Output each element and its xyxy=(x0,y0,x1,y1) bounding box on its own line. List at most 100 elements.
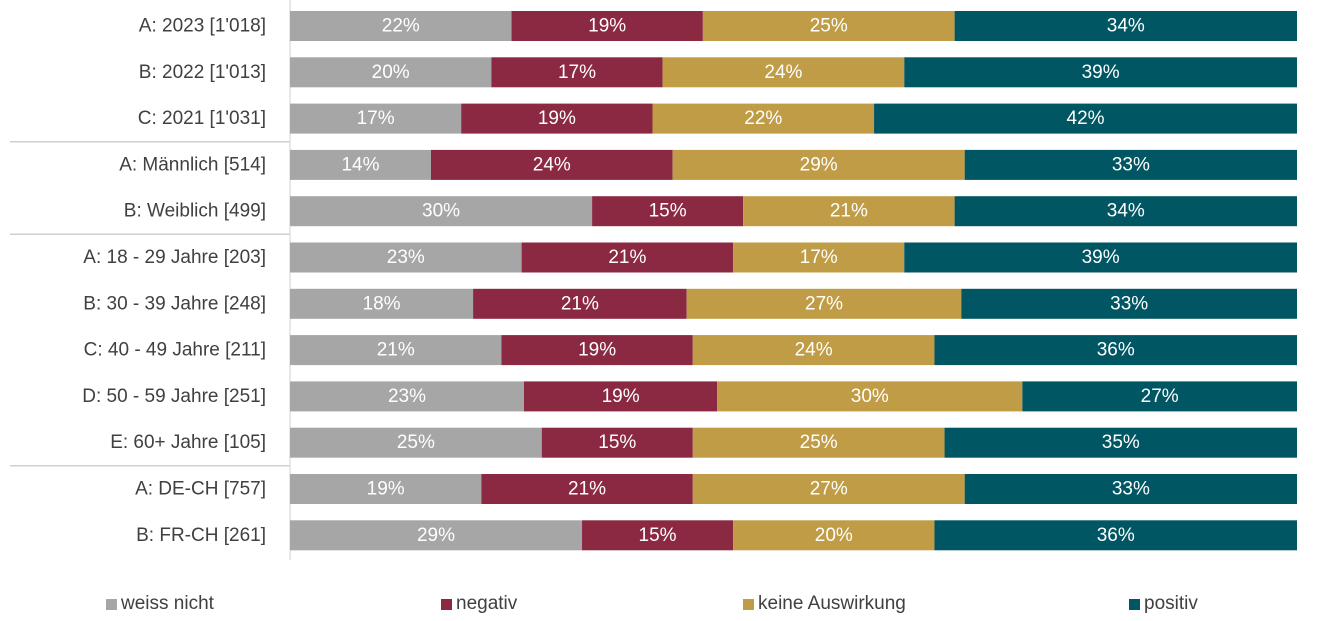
bar-area: 22% 19% 25% 34% 20% 17% 24% 39% 17% 19% 22% 42% 14% 2… xyxy=(290,11,1297,551)
category-label: C: 40 - 49 Jahre [211] xyxy=(84,340,266,361)
data-label: 20% xyxy=(815,525,853,546)
category-label: B: FR-CH [261] xyxy=(136,525,266,546)
bar-segment xyxy=(491,57,663,88)
legend-label: weiss nicht xyxy=(121,593,214,614)
category-label: B: Weiblich [499] xyxy=(124,201,266,222)
bar-segment xyxy=(523,381,718,412)
bar-segment xyxy=(874,103,1297,134)
bar-segment xyxy=(592,196,744,227)
data-label: 33% xyxy=(1112,154,1150,175)
bar-segment xyxy=(290,11,512,41)
bar-row: 20% 17% 24% 39% xyxy=(290,57,1297,88)
data-label: 35% xyxy=(1102,432,1140,453)
bar-segment xyxy=(733,242,905,273)
bar-segment xyxy=(692,474,965,504)
data-label: 34% xyxy=(1107,201,1145,222)
data-label: 25% xyxy=(800,432,838,453)
bar-segment xyxy=(717,381,1023,412)
bar-segment xyxy=(473,288,687,319)
bar-segment xyxy=(481,474,693,504)
data-label: 33% xyxy=(1110,293,1148,314)
bar-segment xyxy=(290,335,502,366)
data-label: 17% xyxy=(800,247,838,268)
bar-segment xyxy=(461,103,653,134)
bar-segment xyxy=(904,242,1297,273)
data-label: 30% xyxy=(851,386,889,407)
data-label: 25% xyxy=(397,432,435,453)
data-label: 19% xyxy=(588,16,626,37)
data-label: 27% xyxy=(1141,386,1179,407)
bar-segment xyxy=(961,288,1297,319)
bar-segment xyxy=(290,196,593,227)
data-label: 19% xyxy=(602,386,640,407)
legend-label: positiv xyxy=(1144,593,1198,614)
category-label: E: 60+ Jahre [105] xyxy=(110,432,266,453)
bar-segment xyxy=(954,11,1297,41)
bar-segment xyxy=(904,57,1297,88)
data-label: 14% xyxy=(341,154,379,175)
legend-item: keine Auswirkung xyxy=(743,593,906,615)
bar-row: 14% 24% 29% 33% xyxy=(290,149,1297,180)
data-label: 30% xyxy=(422,201,460,222)
data-label: 21% xyxy=(830,201,868,222)
legend-item: weiss nicht xyxy=(106,593,214,615)
bar-segment xyxy=(692,427,945,458)
legend-swatch xyxy=(743,598,754,610)
data-label: 27% xyxy=(810,479,848,500)
category-label: A: 2023 [1'018] xyxy=(139,16,266,37)
bar-segment xyxy=(511,11,703,41)
bar-segment xyxy=(934,520,1297,551)
data-label: 22% xyxy=(744,108,782,129)
data-label: 19% xyxy=(538,108,576,129)
bar-segment xyxy=(672,149,965,180)
data-label: 21% xyxy=(568,479,606,500)
data-label: 19% xyxy=(578,340,616,361)
bar-segment xyxy=(290,242,522,273)
bar-row: 19% 21% 27% 33% xyxy=(290,474,1297,504)
data-label: 15% xyxy=(649,201,687,222)
category-label: A: Männlich [514] xyxy=(119,154,266,175)
data-label: 36% xyxy=(1097,525,1135,546)
bar-segment xyxy=(501,335,693,366)
bar-segment xyxy=(964,149,1297,180)
data-label: 24% xyxy=(764,62,802,83)
bar-segment xyxy=(702,11,955,41)
bar-row: 23% 19% 30% 27% xyxy=(290,381,1297,412)
category-label: A: 18 - 29 Jahre [203] xyxy=(83,247,266,268)
category-label: B: 2022 [1'013] xyxy=(139,62,266,83)
bar-segment xyxy=(290,520,583,551)
bar-row: 29% 15% 20% 36% xyxy=(290,520,1297,551)
bar-segment xyxy=(662,57,905,88)
category-label: D: 50 - 59 Jahre [251] xyxy=(82,386,266,407)
legend-swatch xyxy=(106,598,117,610)
data-label: 22% xyxy=(382,16,420,37)
bar-segment xyxy=(743,196,955,227)
bar-row: 30% 15% 21% 34% xyxy=(290,196,1297,227)
legend-label: keine Auswirkung xyxy=(758,593,906,614)
data-label: 25% xyxy=(810,16,848,37)
data-label: 17% xyxy=(357,108,395,129)
category-labels: A: 2023 [1'018] B: 2022 [1'013] C: 2021 [1… xyxy=(82,16,266,546)
data-label: 18% xyxy=(363,293,401,314)
data-label: 19% xyxy=(367,479,405,500)
data-label: 24% xyxy=(795,340,833,361)
bar-segment xyxy=(290,288,474,319)
data-label: 34% xyxy=(1107,16,1145,37)
data-label: 15% xyxy=(598,432,636,453)
bar-segment xyxy=(692,335,935,366)
legend-label: negativ xyxy=(456,593,518,614)
bar-segment xyxy=(934,335,1297,366)
bar-row: 17% 19% 22% 42% xyxy=(290,103,1297,134)
bar-segment xyxy=(1022,381,1297,412)
data-label: 21% xyxy=(377,340,415,361)
data-label: 39% xyxy=(1082,62,1120,83)
data-label: 27% xyxy=(805,293,843,314)
legend-item: negativ xyxy=(441,593,517,615)
bar-segment xyxy=(944,427,1297,458)
data-label: 15% xyxy=(639,525,677,546)
bar-segment xyxy=(652,103,875,134)
data-label: 36% xyxy=(1097,340,1135,361)
bar-row: 25% 15% 25% 35% xyxy=(290,427,1297,458)
legend-item: positiv xyxy=(1129,593,1198,615)
